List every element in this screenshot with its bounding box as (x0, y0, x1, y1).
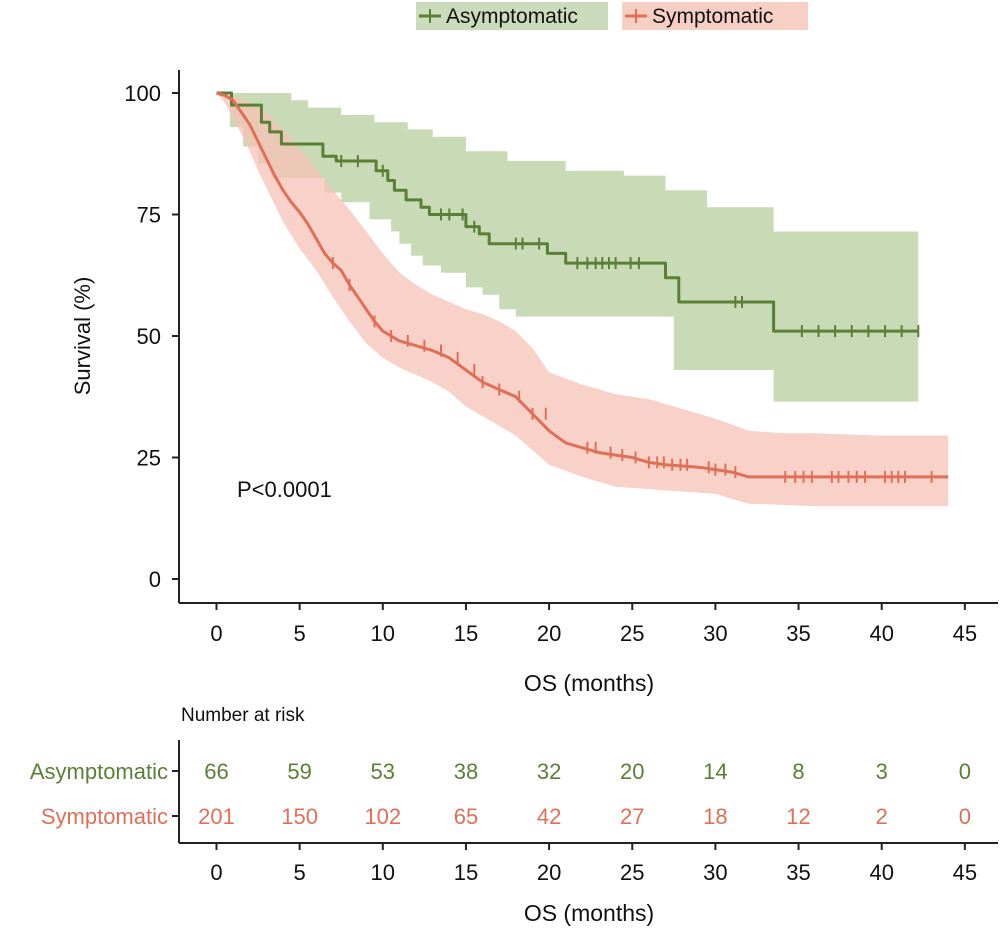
risk-value-symptomatic: 65 (454, 804, 478, 829)
x-axis-ticks: 0 5 10 15 20 25 30 35 40 45 (210, 603, 977, 646)
x-tick-label: 10 (371, 621, 395, 646)
risk-x-tick-label: 15 (454, 860, 478, 885)
risk-value-symptomatic: 102 (364, 804, 401, 829)
legend-swatch-symptomatic (622, 2, 808, 30)
y-axis-label: Survival (%) (70, 277, 95, 396)
risk-value-symptomatic: 0 (959, 804, 971, 829)
y-tick-label: 100 (124, 81, 161, 106)
censor-marks (331, 155, 933, 483)
x-tick-label: 5 (294, 621, 306, 646)
risk-x-tick-label: 40 (869, 860, 893, 885)
legend-label-asymptomatic: Asymptomatic (446, 5, 578, 28)
x-tick-label: 20 (537, 621, 561, 646)
risk-value-asymptomatic: 3 (876, 759, 888, 784)
legend-label-symptomatic: Symptomatic (652, 5, 773, 28)
y-tick-label: 75 (137, 203, 161, 228)
risk-x-tick-label: 25 (620, 860, 644, 885)
x-tick-label: 0 (210, 621, 222, 646)
x-tick-label: 45 (953, 621, 977, 646)
risk-value-symptomatic: 201 (198, 804, 235, 829)
x-tick-label: 40 (869, 621, 893, 646)
y-tick-label: 50 (137, 324, 161, 349)
risk-row-label-symptomatic: Symptomatic (41, 804, 168, 829)
risk-value-asymptomatic: 53 (371, 759, 395, 784)
risk-row-label-asymptomatic: Asymptomatic (30, 759, 168, 784)
legend: Asymptomatic Symptomatic (416, 2, 808, 30)
y-axis-ticks: 0 25 50 75 100 (124, 81, 179, 592)
x-tick-label: 35 (786, 621, 810, 646)
legend-swatch-asymptomatic (416, 2, 608, 30)
x-tick-label: 25 (620, 621, 644, 646)
survival-line-asymptomatic (216, 91, 919, 333)
x-tick-label: 30 (703, 621, 727, 646)
risk-x-tick-label: 10 (371, 860, 395, 885)
risk-value-symptomatic: 2 (876, 804, 888, 829)
risk-x-tick-label: 5 (294, 860, 306, 885)
risk-value-asymptomatic: 66 (204, 759, 228, 784)
risk-value-symptomatic: 150 (281, 804, 318, 829)
y-tick-label: 0 (149, 567, 161, 592)
risk-x-tick-label: 45 (953, 860, 977, 885)
risk-table-title: Number at risk (181, 705, 305, 726)
x-tick-label: 15 (454, 621, 478, 646)
ci-band-symptomatic (216, 93, 949, 507)
risk-x-tick-label: 30 (703, 860, 727, 885)
risk-value-asymptomatic: 59 (287, 759, 311, 784)
x-axis-label: OS (months) (524, 670, 654, 696)
risk-x-tick-label: 35 (786, 860, 810, 885)
risk-table-x-ticks: 0 5 10 15 20 25 30 35 40 45 (210, 843, 977, 885)
risk-value-asymptomatic: 14 (703, 759, 727, 784)
legend-item-symptomatic: Symptomatic (622, 2, 808, 30)
risk-value-symptomatic: 18 (703, 804, 727, 829)
risk-value-symptomatic: 12 (786, 804, 810, 829)
risk-value-asymptomatic: 32 (537, 759, 561, 784)
risk-value-asymptomatic: 0 (959, 759, 971, 784)
risk-value-asymptomatic: 8 (792, 759, 804, 784)
y-tick-label: 25 (137, 446, 161, 471)
ci-band-asymptomatic (216, 93, 919, 402)
risk-table-x-label: OS (months) (524, 900, 654, 926)
confidence-bands (216, 93, 949, 507)
risk-x-tick-label: 20 (537, 860, 561, 885)
risk-table-rows: Asymptomatic 66 59 53 38 32 20 14 8 3 0Symptomatic… (30, 759, 971, 829)
risk-value-asymptomatic: 20 (620, 759, 644, 784)
risk-x-tick-label: 0 (210, 860, 222, 885)
risk-value-symptomatic: 42 (537, 804, 561, 829)
p-value-annotation: P<0.0001 (237, 477, 332, 502)
risk-value-symptomatic: 27 (620, 804, 644, 829)
risk-value-asymptomatic: 38 (454, 759, 478, 784)
legend-item-asymptomatic: Asymptomatic (416, 2, 608, 30)
